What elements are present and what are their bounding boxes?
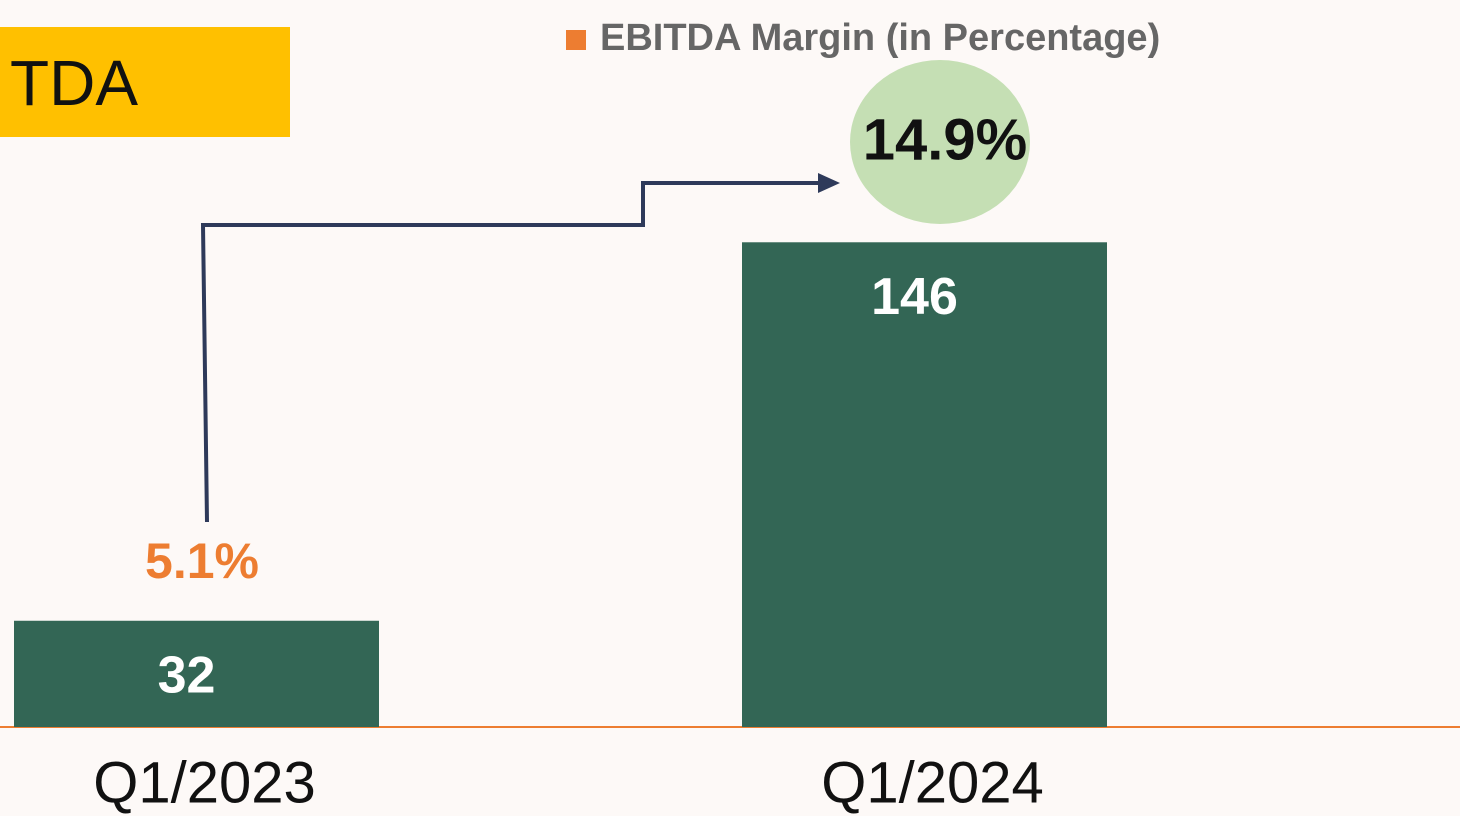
chart-title: TDA — [10, 47, 138, 119]
legend-swatch — [566, 30, 586, 50]
title-box — [0, 27, 290, 137]
arrow-head — [818, 173, 840, 193]
highlight-circle — [850, 60, 1030, 224]
x-tick-label: Q1/2023 — [93, 750, 316, 815]
bar-value-label: 146 — [871, 268, 958, 326]
bar-value-label: 32 — [158, 646, 216, 704]
bar — [742, 242, 1107, 727]
margin-label: 5.1% — [145, 533, 259, 589]
growth-arrow — [200, 181, 825, 523]
bar — [14, 620, 379, 727]
x-tick-label: Q1/2024 — [821, 750, 1044, 815]
legend-label: EBITDA Margin (in Percentage) — [600, 17, 1160, 59]
margin-label: 14.9% — [863, 107, 1027, 172]
